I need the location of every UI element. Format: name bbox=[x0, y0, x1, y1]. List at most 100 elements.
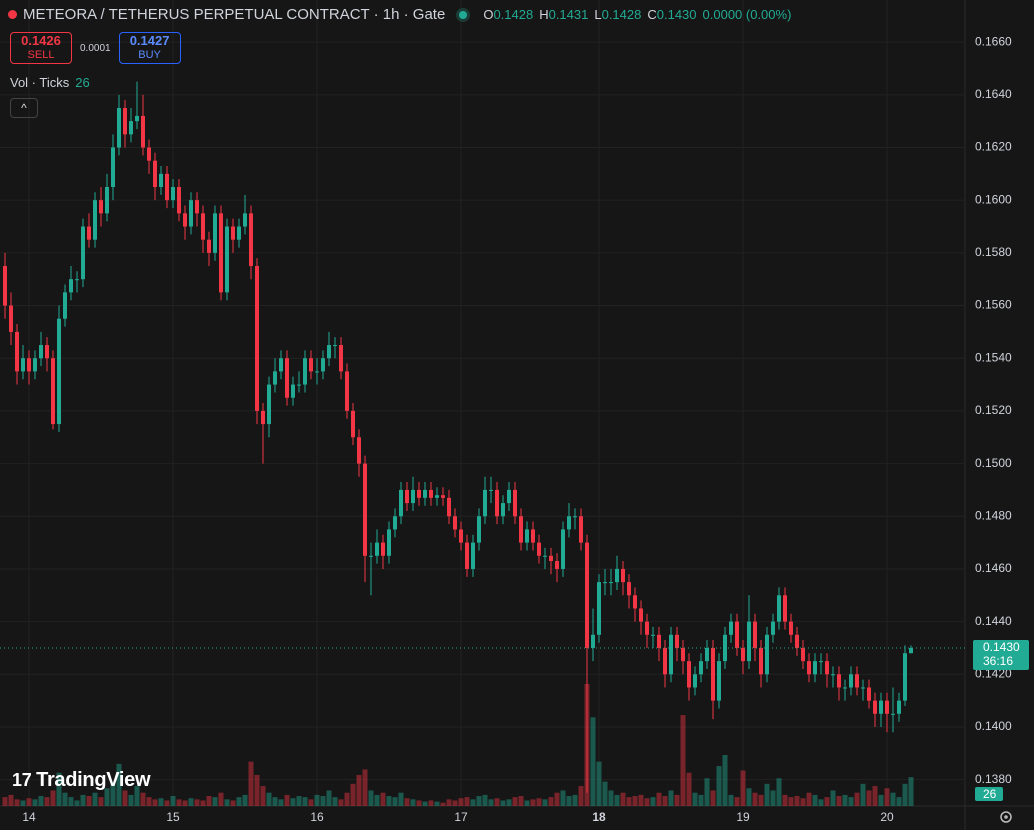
candle-body bbox=[153, 160, 157, 188]
candle-body bbox=[909, 647, 913, 654]
volume-bar bbox=[842, 794, 848, 806]
volume-bar bbox=[320, 796, 326, 806]
volume-bar bbox=[512, 797, 518, 806]
y-tick-label: 0.1580 bbox=[975, 245, 1012, 259]
sell-button[interactable]: 0.1426 SELL bbox=[10, 32, 72, 64]
candle-body bbox=[777, 595, 781, 622]
candle-body bbox=[57, 318, 61, 425]
y-tick-label: 0.1600 bbox=[975, 192, 1012, 206]
volume-bar bbox=[452, 800, 458, 806]
volume-bar bbox=[524, 800, 530, 806]
volume-bar bbox=[590, 717, 596, 806]
volume-bar bbox=[824, 797, 830, 806]
candle-body bbox=[249, 213, 253, 267]
candle-body bbox=[183, 213, 187, 227]
candle-body bbox=[171, 187, 175, 201]
candle-body bbox=[513, 489, 517, 517]
candle-body bbox=[219, 213, 223, 293]
volume-bar bbox=[20, 800, 26, 806]
candle-body bbox=[555, 561, 559, 569]
volume-bar bbox=[530, 799, 536, 806]
volume-bar bbox=[728, 794, 734, 806]
volume-bar bbox=[644, 798, 650, 806]
candle-body bbox=[87, 226, 91, 240]
ohlc-value: 0.1428 bbox=[601, 7, 642, 22]
volume-bar bbox=[572, 794, 578, 806]
candle-body bbox=[159, 173, 163, 188]
x-tick-label: 14 bbox=[22, 810, 36, 824]
candle-body bbox=[237, 226, 241, 240]
volume-bar bbox=[32, 799, 38, 806]
candle-body bbox=[45, 345, 49, 359]
volume-bar bbox=[440, 802, 446, 806]
y-tick-label: 0.1480 bbox=[975, 508, 1012, 522]
volume-bar bbox=[50, 790, 56, 806]
candle-body bbox=[63, 292, 67, 319]
volume-bar bbox=[272, 797, 278, 806]
ohlc-value: 0.1430 bbox=[656, 7, 697, 22]
y-tick-label: 0.1560 bbox=[975, 298, 1012, 312]
volume-bar bbox=[788, 797, 794, 806]
candle-body bbox=[813, 661, 817, 675]
candle-body bbox=[447, 497, 451, 517]
volume-bar bbox=[260, 786, 266, 806]
volume-bar bbox=[434, 801, 440, 806]
volume-bar bbox=[338, 799, 344, 806]
volume-bar bbox=[686, 772, 692, 806]
candle-body bbox=[117, 107, 121, 148]
volume-bar bbox=[602, 781, 608, 806]
candle-body bbox=[795, 634, 799, 648]
candle-body bbox=[759, 647, 763, 675]
volume-bar bbox=[716, 766, 722, 806]
candle-body bbox=[687, 661, 691, 688]
volume-bar bbox=[374, 794, 380, 806]
volume-bar bbox=[236, 797, 242, 806]
candle-body bbox=[405, 489, 409, 504]
candle-body bbox=[807, 661, 811, 675]
candle-body bbox=[525, 529, 529, 543]
candle-body bbox=[381, 542, 385, 556]
candle-body bbox=[39, 345, 43, 359]
ohlc-legend: O0.1428 H0.1431 L0.1428 C0.1430 0.0000 (0.00… bbox=[483, 7, 791, 22]
candle-body bbox=[873, 700, 877, 714]
volume-bar bbox=[662, 796, 668, 806]
candle-body bbox=[819, 661, 823, 663]
candle-body bbox=[321, 358, 325, 372]
volume-bar bbox=[890, 792, 896, 806]
volume-bar bbox=[332, 797, 338, 806]
volume-bar bbox=[44, 797, 50, 806]
volume-bar bbox=[470, 799, 476, 806]
candle-body bbox=[3, 266, 7, 306]
candle-body bbox=[189, 200, 193, 227]
collapse-button[interactable]: ^ bbox=[10, 98, 38, 118]
volume-value: 26 bbox=[75, 75, 90, 90]
volume-bar bbox=[356, 774, 362, 806]
volume-bar bbox=[218, 792, 224, 806]
candle-body bbox=[27, 358, 31, 372]
volume-legend: Vol · Ticks 26 bbox=[10, 75, 90, 90]
y-tick-label: 0.1460 bbox=[975, 561, 1012, 575]
ohlc-key: L bbox=[594, 7, 602, 22]
volume-bar bbox=[122, 790, 128, 806]
last-price-label: 0.1430 bbox=[983, 640, 1020, 654]
candle-body bbox=[195, 200, 199, 214]
volume-bar bbox=[2, 797, 8, 806]
candle-body bbox=[261, 410, 265, 425]
last-price-box bbox=[973, 639, 1029, 670]
candle-body bbox=[51, 358, 55, 425]
settings-icon[interactable] bbox=[1000, 811, 1012, 823]
chart-title: METEORA / TETHERUS PERPETUAL CONTRACT · … bbox=[23, 6, 446, 23]
volume-bar bbox=[386, 796, 392, 806]
volume-bar bbox=[494, 798, 500, 806]
buy-button[interactable]: 0.1427 BUY bbox=[118, 32, 181, 64]
volume-bar bbox=[104, 788, 110, 806]
volume-bar bbox=[350, 783, 356, 806]
candle-body bbox=[717, 661, 721, 701]
volume-bar bbox=[620, 792, 626, 806]
candle-body bbox=[597, 582, 601, 635]
volume-bar bbox=[902, 783, 908, 806]
ohlc-value: 0.1428 bbox=[493, 7, 534, 22]
ohlc-key: C bbox=[647, 7, 657, 22]
volume-bar bbox=[482, 794, 488, 806]
candle-body bbox=[849, 674, 853, 688]
